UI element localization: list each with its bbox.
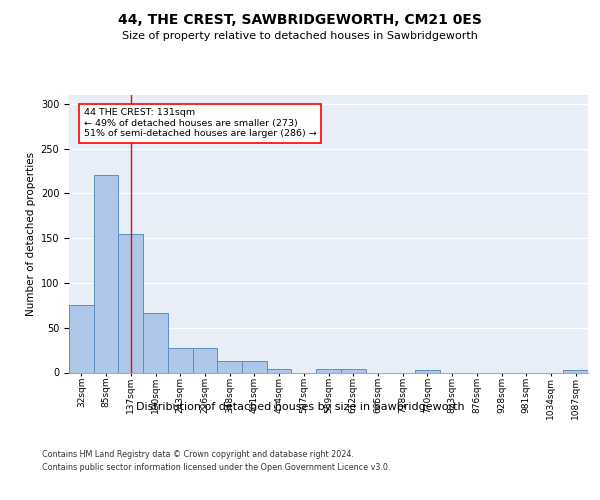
Y-axis label: Number of detached properties: Number of detached properties <box>26 152 37 316</box>
Bar <box>94 174 118 372</box>
Text: Size of property relative to detached houses in Sawbridgeworth: Size of property relative to detached ho… <box>122 31 478 41</box>
Text: 44 THE CREST: 131sqm
← 49% of detached houses are smaller (273)
51% of semi-deta: 44 THE CREST: 131sqm ← 49% of detached h… <box>84 108 317 138</box>
Bar <box>143 314 168 372</box>
Bar <box>415 370 440 372</box>
Bar <box>563 370 588 372</box>
Bar <box>69 306 94 372</box>
Bar <box>193 348 217 372</box>
Bar <box>242 361 267 372</box>
Bar <box>217 361 242 372</box>
Text: Contains public sector information licensed under the Open Government Licence v3: Contains public sector information licen… <box>42 462 391 471</box>
Bar <box>341 369 365 372</box>
Bar <box>316 369 341 372</box>
Bar <box>168 348 193 372</box>
Bar <box>267 369 292 372</box>
Bar <box>118 234 143 372</box>
Text: Contains HM Land Registry data © Crown copyright and database right 2024.: Contains HM Land Registry data © Crown c… <box>42 450 354 459</box>
Text: 44, THE CREST, SAWBRIDGEWORTH, CM21 0ES: 44, THE CREST, SAWBRIDGEWORTH, CM21 0ES <box>118 12 482 26</box>
Text: Distribution of detached houses by size in Sawbridgeworth: Distribution of detached houses by size … <box>136 402 464 412</box>
